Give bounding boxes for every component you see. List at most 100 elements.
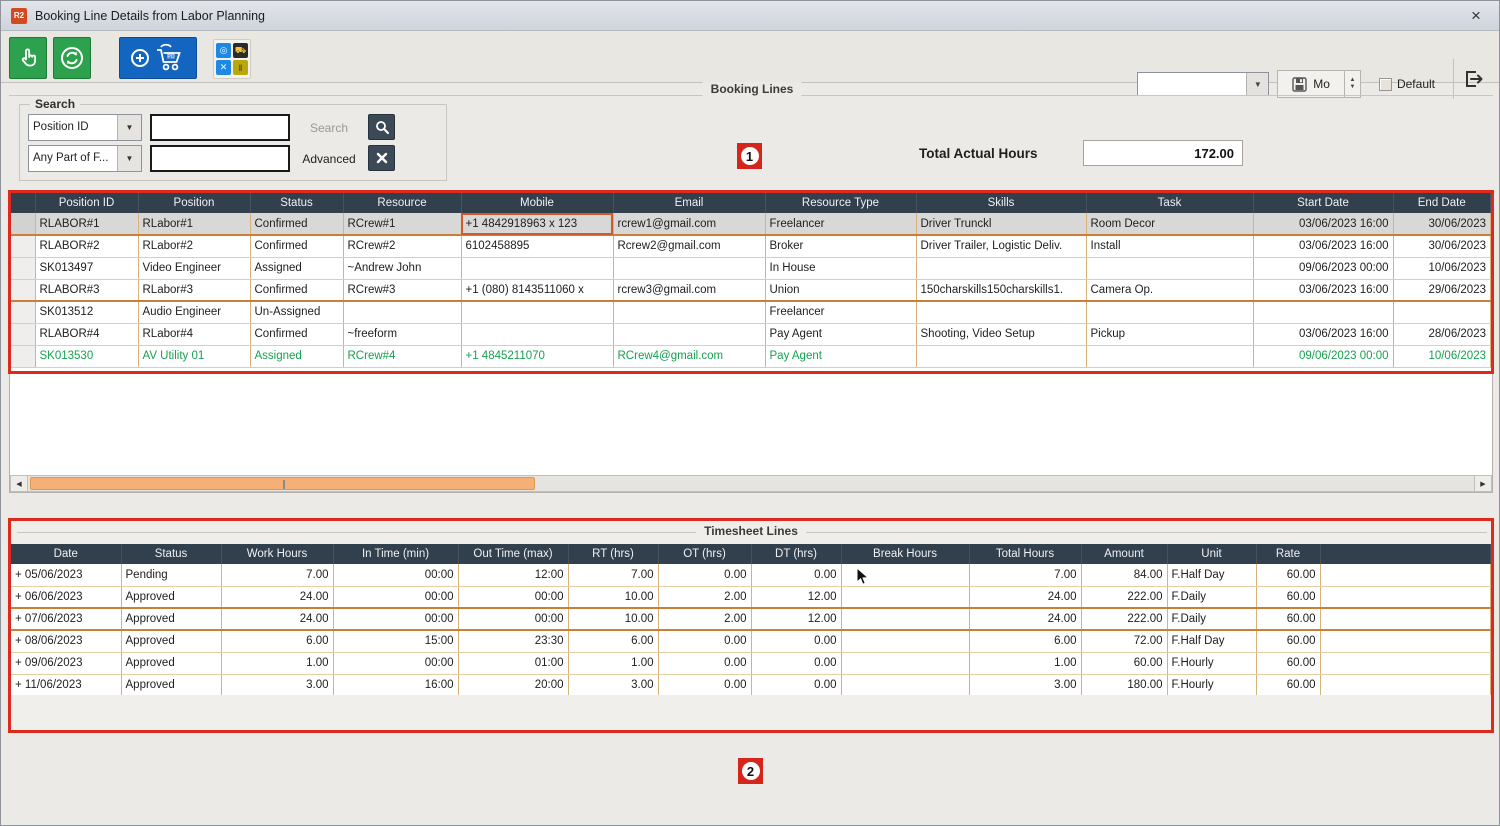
cell[interactable]: Approved xyxy=(121,608,222,631)
cell[interactable] xyxy=(11,323,36,346)
cell[interactable]: In House xyxy=(765,257,917,280)
cell[interactable]: 15:00 xyxy=(333,630,459,653)
cell[interactable]: RLABOR#2 xyxy=(35,235,139,258)
cell[interactable] xyxy=(841,608,970,631)
cell[interactable]: 180.00 xyxy=(1081,674,1168,697)
cell[interactable]: 28/06/2023 xyxy=(1393,323,1491,346)
cell[interactable] xyxy=(11,279,36,302)
table-row[interactable]: SK013530 AV Utility 01 Assigned RCrew#4 +1 4… xyxy=(11,345,1491,368)
exit-button[interactable] xyxy=(1453,59,1491,99)
column-header[interactable]: Unit xyxy=(1167,544,1257,564)
cell[interactable]: 6.00 xyxy=(221,630,334,653)
column-header[interactable] xyxy=(11,193,36,213)
column-header[interactable]: Status xyxy=(121,544,222,564)
cell[interactable]: 29/06/2023 xyxy=(1393,279,1491,302)
cell[interactable]: 7.00 xyxy=(969,564,1082,587)
search-magnifier-button[interactable] xyxy=(368,114,395,140)
search-match-combobox[interactable]: Any Part of F... ▼ xyxy=(28,145,142,172)
clear-search-button[interactable] xyxy=(368,145,395,171)
cell[interactable]: Shooting, Video Setup xyxy=(916,323,1087,346)
column-header[interactable]: Resource xyxy=(343,193,462,213)
cell[interactable] xyxy=(461,323,614,346)
cell[interactable]: 00:00 xyxy=(333,586,459,609)
cell[interactable]: Install xyxy=(1086,235,1254,258)
cell[interactable]: 1.00 xyxy=(969,652,1082,675)
scrollbar-thumb[interactable] xyxy=(30,477,535,490)
cell[interactable] xyxy=(841,564,970,587)
cell[interactable]: RCrew#1 xyxy=(343,213,462,236)
cell[interactable]: 10.00 xyxy=(568,608,659,631)
cell[interactable]: Broker xyxy=(765,235,917,258)
cell[interactable] xyxy=(1320,564,1491,587)
cell[interactable]: 2.00 xyxy=(658,608,752,631)
cell[interactable]: 6.00 xyxy=(969,630,1082,653)
cell[interactable]: RLabor#4 xyxy=(138,323,251,346)
column-header[interactable]: Out Time (max) xyxy=(458,544,569,564)
table-row[interactable]: RLABOR#1 RLabor#1 Confirmed RCrew#1 +1 48429… xyxy=(11,213,1491,236)
cell[interactable]: 03/06/2023 16:00 xyxy=(1253,279,1394,302)
cell[interactable]: F.Half Day xyxy=(1167,630,1257,653)
cell[interactable] xyxy=(1320,586,1491,609)
cell[interactable]: +1 4845211070 xyxy=(461,345,614,368)
table-row[interactable]: SK013512 Audio Engineer Un-Assigned Freelan… xyxy=(11,301,1491,324)
cell[interactable] xyxy=(1086,301,1254,324)
chevron-down-icon[interactable]: ▼ xyxy=(117,115,141,140)
add-to-po-cart-button[interactable]: PO xyxy=(119,37,197,79)
cell[interactable]: Confirmed xyxy=(250,235,344,258)
cell[interactable]: F.Daily xyxy=(1167,586,1257,609)
cell[interactable]: Freelancer xyxy=(765,301,917,324)
table-row[interactable]: + 09/06/2023 Approved 1.00 00:00 01:00 1.00 0.… xyxy=(11,652,1491,675)
cell[interactable]: Approved xyxy=(121,630,222,653)
apps-grid-button[interactable]: ◎ ⛟ ✕ ‖ xyxy=(213,39,251,79)
cell[interactable] xyxy=(11,213,36,236)
cell[interactable]: 30/06/2023 xyxy=(1393,213,1491,236)
cell[interactable]: RLabor#1 xyxy=(138,213,251,236)
cell[interactable]: + 06/06/2023 xyxy=(11,586,122,609)
table-row[interactable]: RLABOR#3 RLabor#3 Confirmed RCrew#3 +1 (080)… xyxy=(11,279,1491,302)
cell[interactable]: 60.00 xyxy=(1256,608,1321,631)
cell[interactable]: 2.00 xyxy=(658,586,752,609)
cell[interactable]: RLabor#3 xyxy=(138,279,251,302)
cell[interactable]: Un-Assigned xyxy=(250,301,344,324)
cell[interactable]: RCrew#3 xyxy=(343,279,462,302)
cell[interactable] xyxy=(841,674,970,697)
cell[interactable]: 20:00 xyxy=(458,674,569,697)
cell[interactable]: 150charskills150charskills1. xyxy=(916,279,1087,302)
cell[interactable]: 0.00 xyxy=(751,564,842,587)
cell[interactable]: 09/06/2023 00:00 xyxy=(1253,345,1394,368)
cell[interactable]: 60.00 xyxy=(1256,630,1321,653)
cell[interactable]: rcrew1@gmail.com xyxy=(613,213,766,236)
scroll-left-icon[interactable]: ◀ xyxy=(11,476,28,491)
cell[interactable]: 00:00 xyxy=(333,608,459,631)
cell[interactable] xyxy=(1086,257,1254,280)
cell[interactable]: +1 4842918963 x 123 xyxy=(461,213,614,236)
cell[interactable]: 3.00 xyxy=(969,674,1082,697)
column-header[interactable]: Total Hours xyxy=(969,544,1082,564)
cell[interactable]: RCrew#4 xyxy=(343,345,462,368)
cell[interactable]: SK013512 xyxy=(35,301,139,324)
cell[interactable] xyxy=(613,257,766,280)
cell[interactable]: F.Hourly xyxy=(1167,652,1257,675)
select-mode-button[interactable] xyxy=(9,37,47,79)
column-header[interactable]: Date xyxy=(11,544,122,564)
default-toggle[interactable]: Default xyxy=(1369,70,1445,98)
cell[interactable]: 0.00 xyxy=(658,674,752,697)
cell[interactable] xyxy=(1320,652,1491,675)
cell[interactable]: 84.00 xyxy=(1081,564,1168,587)
cell[interactable]: Audio Engineer xyxy=(138,301,251,324)
cell[interactable]: Assigned xyxy=(250,345,344,368)
cell[interactable]: 222.00 xyxy=(1081,586,1168,609)
table-row[interactable]: + 08/06/2023 Approved 6.00 15:00 23:30 6.00 0.… xyxy=(11,630,1491,653)
cell[interactable] xyxy=(461,257,614,280)
cell[interactable]: AV Utility 01 xyxy=(138,345,251,368)
cell[interactable] xyxy=(1086,345,1254,368)
cell[interactable]: 24.00 xyxy=(221,608,334,631)
refresh-button[interactable] xyxy=(53,37,91,79)
cell[interactable]: 60.00 xyxy=(1256,674,1321,697)
cell[interactable]: 7.00 xyxy=(221,564,334,587)
cell[interactable] xyxy=(841,630,970,653)
table-row[interactable]: + 11/06/2023 Approved 3.00 16:00 20:00 3.00 0.… xyxy=(11,674,1491,697)
column-header[interactable]: Skills xyxy=(916,193,1087,213)
column-header[interactable]: End Date xyxy=(1393,193,1491,213)
cell[interactable]: 0.00 xyxy=(751,674,842,697)
